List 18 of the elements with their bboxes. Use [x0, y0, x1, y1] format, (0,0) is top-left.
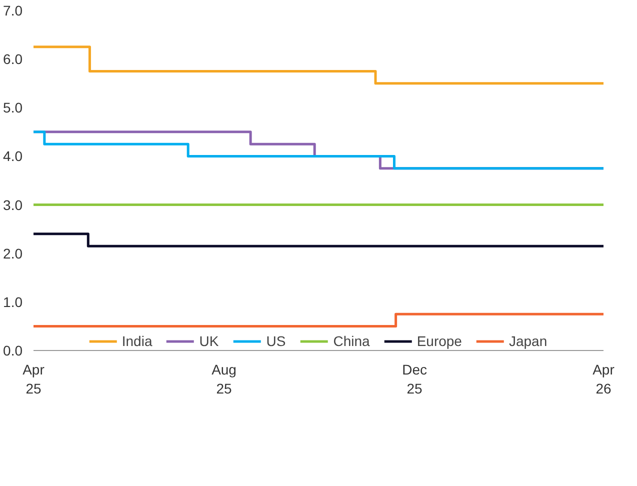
y-tick-label: 4.0	[3, 148, 23, 164]
x-tick-label: Apr 26	[592, 362, 615, 397]
legend-label: Europe	[416, 333, 462, 349]
y-tick-label: 1.0	[3, 294, 23, 310]
legend-label: UK	[199, 333, 220, 349]
y-tick-label: 3.0	[3, 196, 23, 213]
legend-label: US	[266, 333, 286, 349]
y-tick-label: 0.0	[3, 342, 23, 358]
x-tick-label: Aug 25	[212, 362, 236, 397]
x-tick-label: Apr 25	[22, 362, 45, 397]
x-tick-label: Dec 25	[402, 362, 427, 397]
y-tick-label: 7.0	[3, 2, 23, 18]
y-tick-label: 6.0	[3, 51, 23, 68]
legend-label: Japan	[508, 333, 548, 349]
y-tick-label: 5.0	[3, 100, 23, 116]
legend-label: India	[122, 333, 152, 349]
y-tick-label: 2.0	[3, 245, 23, 262]
legend-label: China	[333, 333, 370, 349]
